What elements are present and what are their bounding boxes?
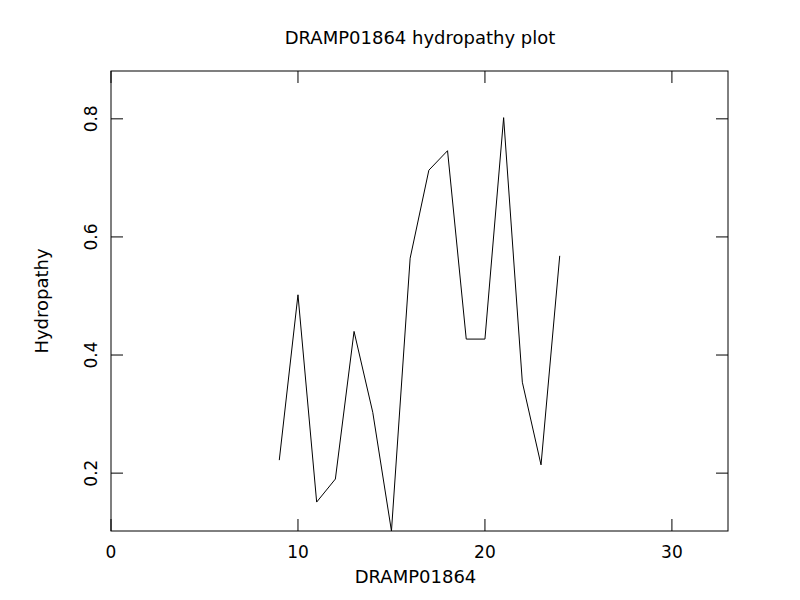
y-tick [111,118,123,119]
y-tick-label: 0.2 [81,460,101,487]
y-tick-label: 0.8 [81,105,101,132]
y-tick-right [716,118,728,119]
x-tick-top [111,71,112,83]
x-tick-label: 20 [474,542,496,562]
x-tick-label: 30 [661,542,683,562]
x-tick [484,519,485,531]
y-tick-label: 0.6 [81,223,101,250]
y-tick-right [716,473,728,474]
y-tick [111,473,123,474]
chart: 0 10 20 30 0.2 0.4 0.6 0.8 DRAMP01864 hydropathy… [0,0,800,600]
plot-frame [111,71,728,531]
x-tick-top [484,71,485,83]
chart-title: DRAMP01864 hydropathy plot [285,27,556,48]
x-tick-label: 0 [106,542,117,562]
y-tick [111,236,123,237]
y-axis-label: Hydropathy [31,248,52,354]
x-axis-label: DRAMP01864 [355,566,477,587]
x-tick [111,519,112,531]
hydropathy-line [279,118,559,531]
y-tick-label: 0.4 [81,342,101,369]
y-tick-right [716,355,728,356]
y-tick-right [716,236,728,237]
y-tick [111,355,123,356]
plot-area [279,118,559,531]
x-tick [297,519,298,531]
x-tick-top [671,71,672,83]
x-tick [671,519,672,531]
x-tick-top [297,71,298,83]
x-tick-label: 10 [287,542,309,562]
